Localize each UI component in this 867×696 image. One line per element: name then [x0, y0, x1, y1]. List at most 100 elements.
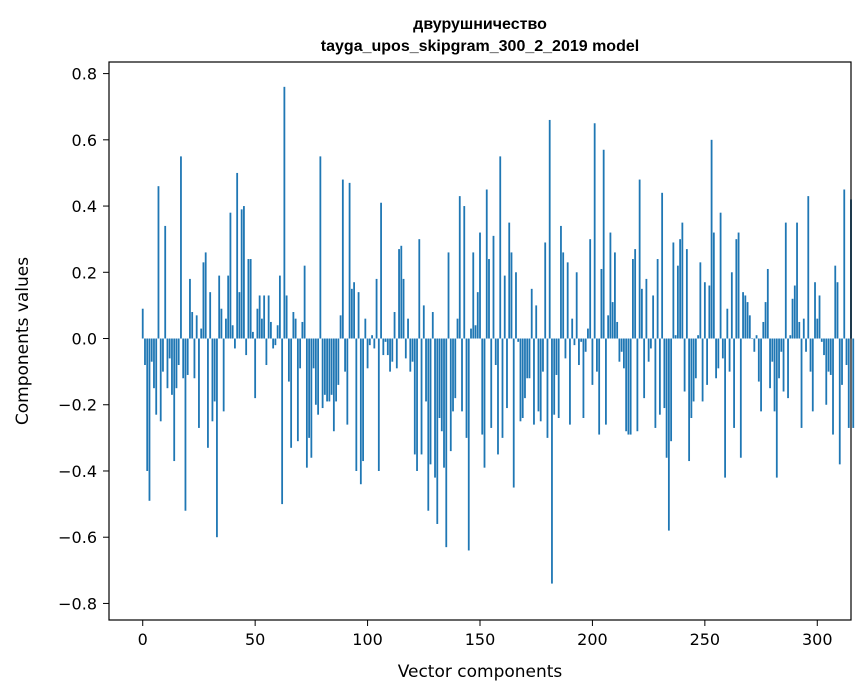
bar: [703, 282, 706, 339]
bar: [159, 338, 162, 422]
bar: [827, 338, 830, 372]
bar: [341, 179, 344, 339]
bar: [420, 338, 423, 455]
bar: [701, 338, 704, 402]
bar: [823, 338, 825, 356]
bar: [852, 338, 855, 428]
y-tick-label: 0.6: [72, 131, 97, 150]
bar: [508, 222, 511, 339]
bar: [694, 338, 697, 379]
bar: [274, 338, 277, 346]
bar: [227, 275, 230, 339]
bar: [483, 338, 486, 468]
bar: [562, 252, 565, 339]
bar: [793, 285, 796, 339]
bar: [310, 338, 313, 458]
bar: [757, 338, 760, 382]
bar: [189, 278, 191, 339]
bar: [377, 338, 380, 471]
bar: [528, 338, 531, 379]
bar: [665, 338, 668, 458]
bar: [141, 308, 144, 339]
bar: [661, 192, 664, 339]
bar: [620, 338, 623, 352]
bar: [184, 338, 187, 511]
bar: [841, 338, 843, 385]
bar: [654, 338, 657, 428]
bar: [724, 338, 726, 478]
bar: [294, 318, 297, 339]
bar: [234, 338, 236, 349]
bar: [404, 338, 407, 359]
bar: [685, 249, 688, 339]
bar: [710, 139, 713, 339]
bar: [616, 321, 619, 339]
bar: [479, 232, 481, 339]
bar: [177, 338, 180, 366]
bar: [717, 338, 720, 369]
bar: [571, 318, 574, 339]
y-axis: 0.8 0.6 0.4 0.2 0.0 −0.2 −0.4 −0.6 −0.8: [58, 65, 109, 613]
bar: [476, 292, 479, 339]
bar: [355, 338, 358, 471]
bar: [596, 338, 598, 372]
bar: [323, 338, 326, 395]
bar: [447, 252, 450, 339]
bar: [591, 338, 594, 385]
bar: [400, 245, 403, 339]
bar: [506, 338, 508, 409]
bar: [690, 338, 693, 418]
bar: [452, 338, 454, 412]
bar: [836, 282, 839, 339]
bar: [348, 182, 351, 339]
x-tick-label: 0: [138, 630, 148, 649]
bar: [582, 338, 585, 418]
bar: [144, 338, 146, 366]
bar: [393, 312, 396, 339]
bar: [409, 338, 412, 372]
bar: [829, 338, 832, 375]
bar: [209, 292, 212, 339]
bar: [191, 312, 194, 339]
x-axis: 0 50 100 150 200 250 300: [138, 620, 833, 649]
bar: [769, 338, 771, 389]
bar: [607, 315, 610, 339]
bar: [683, 338, 686, 392]
bar: [245, 338, 248, 356]
bar: [328, 338, 331, 402]
bar: [494, 338, 497, 366]
bar: [546, 338, 549, 438]
bar: [499, 156, 502, 339]
bar: [263, 295, 266, 339]
bar: [728, 338, 731, 372]
bar: [413, 338, 416, 455]
bar: [443, 338, 445, 468]
bar: [386, 338, 389, 356]
bar: [697, 335, 699, 339]
bar: [296, 338, 299, 442]
bar: [618, 338, 621, 362]
bar: [737, 232, 740, 339]
bar: [256, 308, 259, 339]
bar: [623, 338, 625, 369]
bar: [755, 335, 758, 339]
bar: [265, 338, 268, 366]
bar: [762, 321, 765, 339]
bar: [162, 338, 164, 372]
bar: [566, 262, 569, 339]
bar: [332, 338, 335, 432]
bar: [726, 308, 729, 339]
bar: [530, 288, 533, 339]
bar: [798, 321, 801, 339]
bar: [735, 239, 738, 339]
bar: [301, 321, 304, 339]
bar: [182, 338, 185, 379]
bar: [838, 338, 841, 465]
bar: [503, 275, 506, 339]
bar: [290, 338, 293, 448]
bar: [220, 308, 223, 339]
bar: [652, 295, 655, 339]
bar: [146, 338, 149, 471]
bar: [672, 242, 675, 339]
